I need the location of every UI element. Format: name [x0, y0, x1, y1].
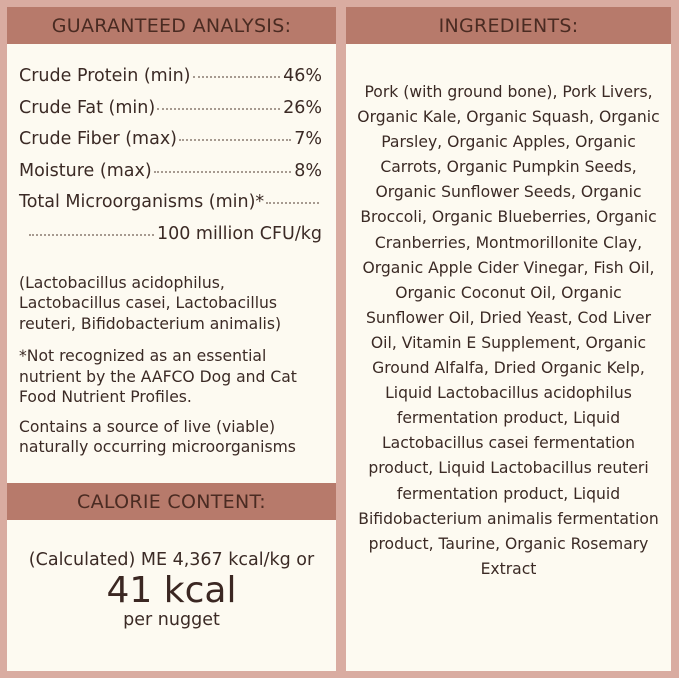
dot-leader — [29, 233, 154, 236]
guaranteed-analysis-panel: GUARANTEED ANALYSIS: Crude Protein (min)… — [7, 7, 336, 671]
ingredients-text: Pork (with ground bone), Pork Livers, Or… — [357, 83, 660, 578]
calorie-per-nugget: 41 kcal — [106, 570, 237, 611]
guaranteed-analysis-header: GUARANTEED ANALYSIS: — [7, 7, 336, 44]
analysis-row: Crude Protein (min) 46% — [19, 66, 322, 98]
row-label: Crude Fiber (max) — [19, 129, 178, 149]
analysis-row-continued: 100 million CFU/kg — [19, 224, 322, 255]
ingredients-panel: INGREDIENTS: Pork (with ground bone), Po… — [346, 7, 671, 671]
calorie-line: (Calculated) ME 4,367 kcal/kg or — [28, 550, 315, 570]
analysis-row: Moisture (max) 8% — [19, 161, 322, 193]
row-label: Total Microorganisms (min)* — [19, 192, 265, 212]
row-label: Crude Fat (min) — [19, 97, 156, 118]
dot-leader — [192, 76, 281, 78]
ingredients-header: INGREDIENTS: — [346, 7, 671, 44]
dot-leader — [157, 107, 281, 110]
row-value: 26% — [283, 97, 322, 118]
analysis-row: Crude Fiber (max) 7% — [19, 129, 322, 161]
dot-leader — [266, 202, 319, 204]
dot-leader — [153, 170, 292, 173]
analysis-row: Crude Fat (min) 26% — [19, 98, 322, 130]
calorie-content-header: CALORIE CONTENT: — [7, 483, 336, 520]
row-label: Moisture (max) — [19, 160, 152, 181]
analysis-row: Total Microorganisms (min)* — [19, 192, 322, 224]
row-value: 100 million CFU/kg — [156, 223, 322, 244]
calorie-unit: per nugget — [123, 610, 220, 630]
row-value: 8% — [294, 160, 322, 181]
row-label: Crude Protein (min) — [19, 66, 191, 86]
strains-text: (Lactobacillus acidophilus, Lactobacillu… — [19, 273, 282, 333]
calorie-content: (Calculated) ME 4,367 kcal/kg or 41 kcal… — [7, 550, 336, 630]
footnote-text: *Not recognized as an essential nutrient… — [19, 347, 297, 406]
dot-leader — [179, 139, 292, 141]
row-value: 7% — [294, 129, 322, 149]
row-value: 46% — [283, 66, 322, 86]
live-note-text: Contains a source of live (viable) natur… — [19, 417, 296, 457]
